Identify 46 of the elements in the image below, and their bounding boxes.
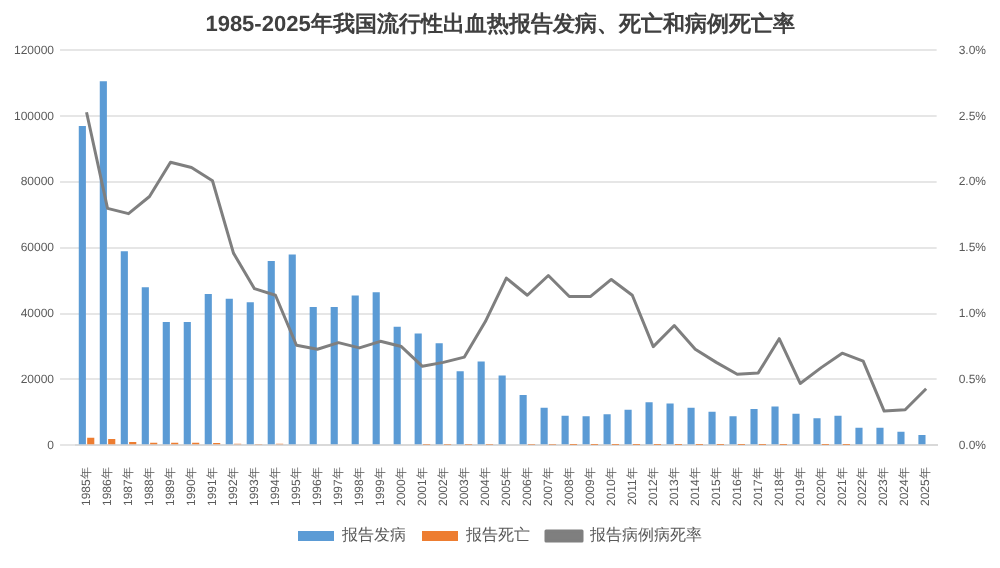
bar bbox=[855, 427, 863, 445]
bar bbox=[540, 407, 548, 445]
bar bbox=[204, 293, 212, 445]
bar bbox=[78, 126, 86, 445]
legend-label: 报告发病 bbox=[340, 526, 406, 545]
bar bbox=[666, 403, 674, 445]
bar bbox=[351, 295, 359, 445]
legend-label: 报告死亡 bbox=[464, 526, 530, 545]
bar bbox=[834, 415, 842, 445]
bar bbox=[897, 431, 905, 445]
bar bbox=[225, 298, 233, 445]
bar bbox=[813, 418, 821, 445]
bar bbox=[498, 375, 506, 445]
bar bbox=[918, 435, 926, 445]
bar bbox=[645, 402, 653, 445]
bar bbox=[141, 287, 149, 445]
bar bbox=[267, 261, 275, 445]
bar bbox=[414, 333, 422, 445]
bar bbox=[108, 439, 116, 445]
bar bbox=[729, 416, 737, 445]
bar bbox=[120, 251, 128, 445]
bar bbox=[603, 414, 611, 445]
bar bbox=[183, 321, 191, 445]
bar bbox=[687, 407, 695, 445]
bar bbox=[246, 302, 254, 445]
bar bbox=[477, 361, 485, 445]
bar bbox=[582, 416, 590, 445]
bar bbox=[393, 326, 401, 445]
bar bbox=[519, 394, 527, 445]
legend-label: 报告病例病死率 bbox=[588, 526, 702, 545]
bar bbox=[876, 427, 884, 445]
chart-title: 1985-2025年我国流行性出血热报告发病、死亡和病例死亡率 bbox=[205, 11, 795, 38]
bar bbox=[435, 343, 443, 445]
bar bbox=[372, 292, 380, 445]
bar bbox=[708, 411, 716, 445]
bar bbox=[309, 307, 317, 445]
bar bbox=[750, 409, 758, 445]
bar bbox=[288, 254, 296, 445]
bar bbox=[330, 307, 338, 445]
bar bbox=[624, 409, 632, 445]
bar bbox=[561, 415, 569, 445]
bar bbox=[792, 413, 800, 445]
bar bbox=[99, 81, 107, 445]
bar bbox=[162, 321, 170, 445]
bar bbox=[771, 406, 779, 445]
bar bbox=[456, 371, 464, 445]
